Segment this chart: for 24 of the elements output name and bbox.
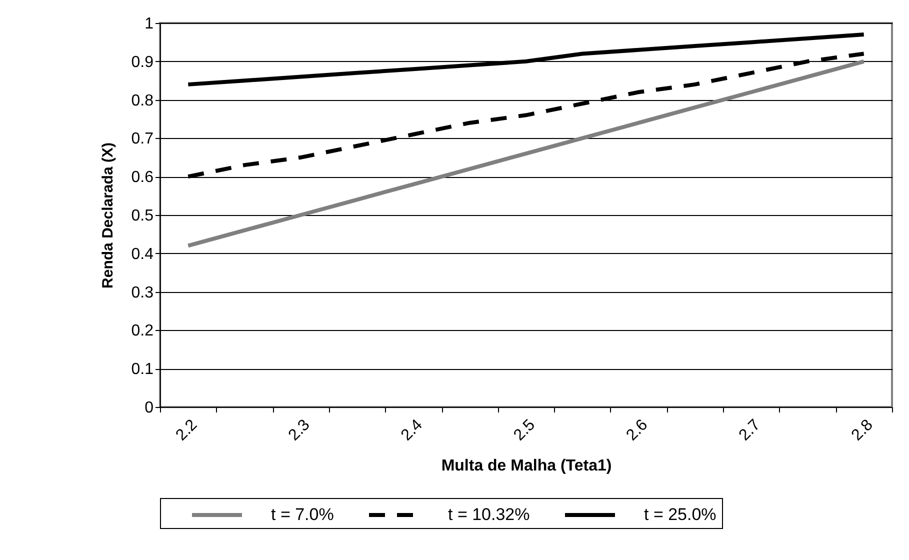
y-tick-label: 0.4 [131, 246, 154, 263]
y-tick-label: 0.2 [131, 322, 154, 340]
y-tick-label: 0.8 [131, 92, 154, 110]
x-tick-label: 2.2 [172, 416, 201, 444]
y-tick-label: 0.1 [131, 361, 154, 378]
y-axis-title: Renda Declarada (X) [99, 142, 116, 288]
legend-label: t = 7.0% [271, 505, 334, 524]
y-tick-label: 0.6 [131, 169, 154, 186]
x-axis-title: Multa de Malha (Teta1) [441, 458, 612, 475]
y-tick-label: 0.7 [131, 130, 154, 148]
line-series [186, 59, 866, 248]
x-tick-label: 2.5 [510, 416, 539, 444]
x-tick-label: 2.3 [286, 416, 314, 444]
x-tick-label: 2.6 [623, 416, 652, 444]
y-tick-label: 1 [144, 16, 154, 32]
y-tick-label: 0.9 [131, 54, 154, 71]
y-tick-label: 0.5 [131, 208, 154, 224]
y-tick-label: 0 [144, 400, 154, 416]
x-tick-label: 2.8 [848, 416, 876, 444]
y-tick-label: 0.3 [131, 284, 154, 302]
x-tick-label: 2.4 [398, 416, 426, 444]
legend-label: t = 25.0% [644, 505, 716, 524]
legend-label: t = 10.32% [448, 505, 530, 524]
x-tick-label: 2.7 [736, 416, 764, 444]
